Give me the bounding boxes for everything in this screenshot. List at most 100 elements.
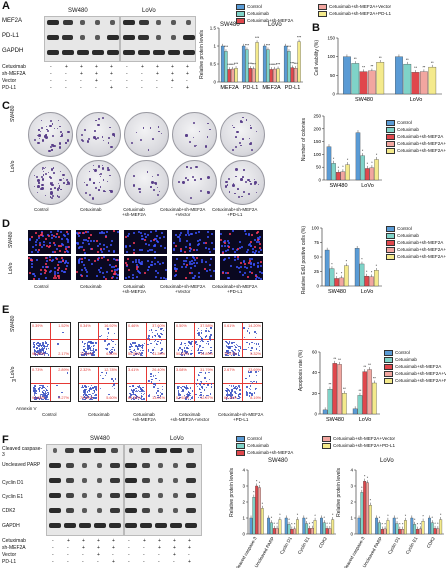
dapi-nucleus [132, 276, 134, 279]
blot-band [82, 508, 87, 513]
colony-dot [93, 164, 95, 166]
dapi-nucleus [190, 267, 193, 270]
event-dot [90, 345, 92, 348]
colony-dot [43, 168, 45, 170]
event-dot [227, 346, 230, 348]
event-dot [130, 350, 132, 353]
event-dot [88, 390, 91, 392]
colony-dot [226, 184, 229, 186]
dapi-nucleus [101, 232, 104, 235]
event-dot [132, 385, 134, 387]
sig-mark: *** [287, 45, 292, 49]
event-dot [190, 343, 192, 345]
sig-mark: * [417, 523, 419, 527]
bar [378, 522, 381, 535]
quadrant-percent: 3.08% [176, 368, 187, 372]
colony-dot [200, 189, 203, 192]
quadrant-percent: 14.20% [248, 324, 261, 328]
bar [403, 63, 412, 95]
event-dot [210, 346, 212, 349]
edu-positive-nucleus [53, 241, 56, 244]
dapi-nucleus [188, 262, 191, 265]
colony-dot [243, 169, 245, 171]
event-dot [134, 390, 137, 392]
colony-dot [51, 148, 53, 150]
event-dot [112, 346, 114, 349]
colony-dot [62, 182, 65, 184]
y-tick-label: 40 [312, 370, 318, 375]
dapi-nucleus [257, 236, 260, 239]
event-dot [161, 327, 163, 329]
blot-band [169, 523, 182, 528]
legend-sh: Cetuximab+sh-MEF2A [386, 240, 443, 246]
event-dot [87, 346, 89, 349]
legend-label: Cetuximab [397, 127, 419, 133]
blot-a-sw480-title: SW480 [68, 8, 88, 14]
event-dot [210, 349, 212, 351]
treatment-sign: - [82, 552, 84, 558]
bar [357, 395, 363, 415]
treatment-sign: - [126, 71, 128, 77]
dapi-nucleus [138, 248, 141, 251]
colony-dot [102, 164, 104, 166]
event-dot [158, 387, 160, 390]
event-dot [90, 349, 93, 351]
dapi-nucleus [63, 233, 66, 236]
event-dot [37, 397, 39, 399]
bar [342, 393, 347, 415]
quadrant-percent: 96.82% [32, 352, 45, 356]
dapi-nucleus [174, 264, 176, 267]
event-dot [153, 341, 156, 343]
dapi-nucleus [44, 265, 47, 268]
event-dot [159, 342, 162, 344]
colony-plate [172, 160, 217, 205]
event-dot [130, 351, 132, 353]
treatment-sign: + [188, 545, 191, 551]
colony-dot [93, 135, 97, 139]
event-dot [42, 349, 45, 351]
event-dot [208, 378, 211, 381]
dapi-nucleus [110, 244, 113, 247]
y-tick-label: 0 [314, 412, 317, 417]
treatment-sign: - [158, 559, 160, 565]
colony-dot [84, 129, 87, 131]
flow-col-sh: Cetuximab +sh-MEF2A [132, 412, 156, 422]
colony-dot [66, 130, 70, 134]
edu-positive-nucleus [57, 274, 60, 277]
legend-cetuximab-label: Cetuximab [247, 11, 269, 17]
legend-f-sh-label: Cetuximab+sh-MEF2A [247, 450, 294, 456]
event-dot [148, 395, 150, 397]
dapi-nucleus [148, 265, 151, 268]
event-dot [249, 380, 252, 383]
bar [376, 62, 385, 95]
edu-positive-nucleus [68, 245, 71, 248]
dapi-nucleus [151, 261, 154, 264]
blot-band [93, 523, 106, 528]
edu-positive-nucleus [57, 276, 60, 279]
dapi-nucleus [197, 271, 200, 274]
event-dot [86, 391, 89, 393]
treatment-sign: + [95, 64, 98, 70]
legend-pdl1-label: Cetuximab+sh-MEF2A+PD-L1 [329, 11, 392, 17]
y-tick-label: 0 [332, 92, 335, 97]
bar [275, 528, 279, 535]
treatment-sign: - [52, 538, 54, 544]
dapi-nucleus [37, 237, 40, 240]
event-dot [45, 345, 47, 348]
dapi-nucleus [59, 260, 62, 263]
edu-positive-nucleus [78, 232, 81, 235]
dapi-nucleus [164, 277, 167, 280]
sig-mark: * [361, 486, 363, 490]
event-dot [235, 346, 237, 349]
sig-mark: * [329, 522, 331, 526]
bar [359, 71, 368, 95]
event-dot [180, 386, 183, 389]
event-dot [200, 393, 202, 396]
dapi-nucleus [252, 262, 255, 265]
dapi-nucleus [188, 244, 191, 247]
treatment-sign: - [97, 559, 99, 565]
event-dot [62, 331, 64, 334]
dapi-nucleus [77, 259, 80, 262]
dapi-nucleus [178, 237, 181, 240]
